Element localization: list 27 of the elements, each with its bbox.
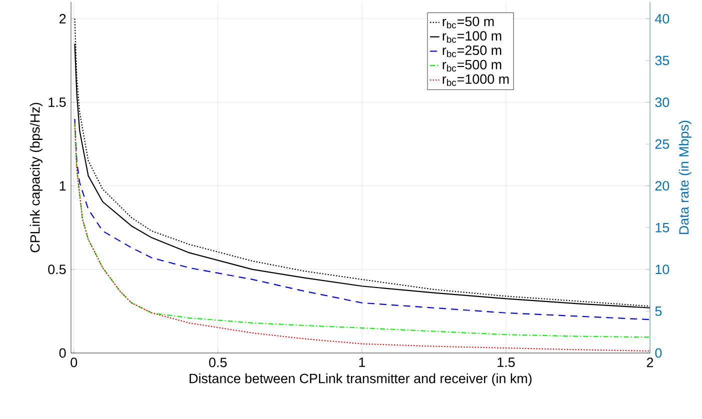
x-tick-label: 1.5 bbox=[498, 358, 515, 368]
x-tick-label: 0.5 bbox=[209, 358, 227, 368]
y2-tick-label: 20 bbox=[655, 181, 670, 191]
x-axis-title: Distance between CPLink transmitter and receiver (in km) bbox=[190, 373, 532, 386]
y2-tick-label: 0 bbox=[655, 348, 662, 358]
legend-label: r$_{bc}$=250 m bbox=[442, 46, 502, 58]
y-tick-label: 0 bbox=[59, 348, 66, 358]
y2-tick-label: 15 bbox=[656, 222, 670, 232]
x-tick-label: 2 bbox=[646, 358, 654, 368]
y2-tick-label: 35 bbox=[655, 56, 670, 66]
y-tick-label: 0.5 bbox=[48, 264, 66, 274]
legend-label: r$_{bc}$=500 m bbox=[442, 60, 502, 72]
y2-tick-label: 30 bbox=[655, 98, 670, 108]
y-tick-label: 2 bbox=[60, 14, 66, 24]
y2-tick-label: 25 bbox=[655, 139, 670, 149]
y2-tick-label: 40 bbox=[655, 14, 670, 24]
x-tick-label: 1 bbox=[359, 358, 366, 367]
y-axis-title: CPLink capacity (bps/Hz) bbox=[30, 102, 42, 252]
legend-label: r$_{bc}$=1000 m bbox=[442, 74, 509, 86]
y-tick-label: 1 bbox=[60, 181, 66, 190]
y2-axis-title: Data rate (in Mbps) bbox=[678, 120, 692, 234]
legend-label: r$_{bc}$=100 m bbox=[442, 31, 502, 43]
legend-label: r$_{bc}$=50 m bbox=[442, 16, 494, 28]
y-tick-label: 1.5 bbox=[48, 98, 66, 107]
y2-tick-label: 5 bbox=[655, 306, 662, 316]
y2-tick-label: 10 bbox=[656, 264, 670, 274]
x-tick-label: 0 bbox=[70, 358, 78, 368]
